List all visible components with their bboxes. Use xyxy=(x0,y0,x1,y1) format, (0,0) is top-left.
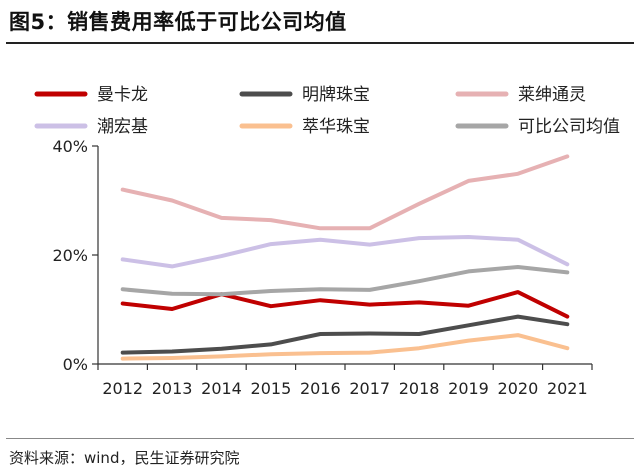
legend-label: 曼卡龙 xyxy=(97,85,148,105)
x-tick-label: 2014 xyxy=(201,379,242,398)
y-tick-label: 20% xyxy=(52,246,88,265)
x-tick-label: 2019 xyxy=(448,379,489,398)
x-tick-label: 2018 xyxy=(399,379,440,398)
series-line-2 xyxy=(120,314,570,355)
x-tick-label: 2017 xyxy=(349,379,390,398)
legend-label: 明牌珠宝 xyxy=(302,85,370,105)
chart-series xyxy=(120,154,570,361)
y-tick-label: 0% xyxy=(63,355,88,374)
page-title: 图5：销售费用率低于可比公司均值 xyxy=(9,10,347,34)
y-tick-label: 40% xyxy=(52,137,88,156)
source-note: 资料来源：wind，民生证券研究院 xyxy=(9,449,240,467)
series-line-1 xyxy=(120,290,570,319)
x-tick-label: 2013 xyxy=(152,379,193,398)
series-line-6 xyxy=(120,265,570,297)
title-divider xyxy=(6,42,634,44)
x-tick-label: 2020 xyxy=(498,379,539,398)
legend-label: 可比公司均值 xyxy=(518,117,620,137)
series-line-5 xyxy=(120,333,570,361)
x-tick-label: 2015 xyxy=(251,379,292,398)
legend-label: 莱绅通灵 xyxy=(518,85,586,105)
series-line-3 xyxy=(120,154,570,231)
legend-label: 萃华珠宝 xyxy=(302,117,370,137)
chart-axes: 0% 20% 40% 2012 2013 2014 2015 2016 2017 2018 2019… xyxy=(52,137,593,398)
series-line-4 xyxy=(120,235,570,269)
source-divider xyxy=(6,438,634,439)
x-tick-label: 2016 xyxy=(300,379,341,398)
x-tick-label: 2021 xyxy=(547,379,588,398)
legend-label: 潮宏基 xyxy=(97,117,148,137)
x-tick-label: 2012 xyxy=(102,379,143,398)
